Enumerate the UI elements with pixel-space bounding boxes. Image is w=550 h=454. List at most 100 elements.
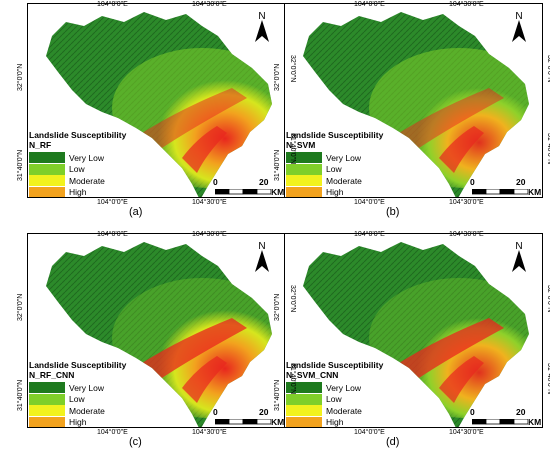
lat-label-left: 31°40'0"N: [274, 149, 281, 181]
scale-zero: 0: [470, 407, 475, 417]
panel-caption: (c): [129, 436, 142, 448]
panel-caption: (a): [129, 206, 143, 218]
legend-title: Landslide Susceptibility N_SVM_CNN: [286, 360, 383, 380]
lat-label-left: 32°0'0"N: [17, 293, 24, 321]
lon-label-bottom: 104°0'0"E: [97, 199, 128, 206]
north-label: N: [515, 241, 522, 252]
legend-item: Very Low: [286, 382, 361, 393]
lat-label-left: 31°40'0"N: [17, 149, 24, 181]
lon-label-top: 104°0'0"E: [354, 1, 385, 8]
lat-label-right: 31°40'0"N: [289, 133, 296, 165]
lon-label-top: 104°30'0"E: [192, 1, 227, 8]
map-panel-d: N Landslide Susceptibility N_SVM_CNN Very L…: [284, 233, 543, 428]
legend-item: Very Low: [286, 152, 361, 163]
lat-label-right: 31°40'0"N: [546, 133, 550, 165]
lon-label-bottom: 104°30'0"E: [192, 199, 227, 206]
legend-label: Very Low: [326, 152, 361, 163]
north-arrow-icon: N: [512, 11, 526, 42]
legend-swatch: [286, 393, 322, 405]
legend-swatch: [29, 382, 65, 393]
lat-label-left: 31°40'0"N: [17, 379, 24, 411]
legend-heading: Landslide Susceptibility: [29, 360, 127, 370]
legend-label: High: [69, 187, 87, 197]
map-panel-b: N Landslide Susceptibility N_SVM Very Low Lo…: [284, 3, 543, 198]
legend-swatch: [286, 405, 322, 416]
lat-label-right: 31°40'0"N: [546, 363, 550, 395]
lon-label-top: 104°30'0"E: [192, 231, 227, 238]
north-arrow-icon: N: [255, 241, 269, 272]
map-panel-a: N Landslide Susceptibility N_RF Very Low Low…: [27, 3, 286, 198]
susceptibility-map: [46, 12, 272, 197]
scale-twenty: 20: [259, 407, 269, 417]
model-name: N_RF_CNN: [29, 370, 75, 380]
scale-twenty: 20: [516, 177, 526, 187]
legend-swatch: [29, 175, 65, 186]
legend-label: Low: [69, 394, 85, 404]
model-name: N_SVM: [286, 140, 316, 150]
legend-item: Moderate: [29, 405, 105, 416]
legend-swatch: [29, 152, 65, 163]
scale-unit: KM: [271, 187, 285, 197]
model-name: N_SVM_CNN: [286, 370, 339, 380]
legend-swatch: [29, 393, 65, 405]
lat-label-right: 31°40'0"N: [289, 363, 296, 395]
scale-zero: 0: [470, 177, 475, 187]
lat-label-right: 32°0'0"N: [289, 55, 296, 83]
legend-swatch: [286, 382, 322, 393]
legend-item: High: [286, 186, 344, 197]
legend-item: Moderate: [286, 405, 362, 416]
susceptibility-map: [46, 242, 272, 427]
legend-item: Low: [29, 163, 85, 175]
model-name: N_RF: [29, 140, 52, 150]
legend-label: Low: [326, 164, 342, 174]
north-label: N: [258, 11, 265, 22]
legend-label: Low: [69, 164, 85, 174]
scale-bar: [472, 189, 528, 195]
panel-caption: (b): [386, 206, 400, 218]
legend-label: Moderate: [69, 175, 105, 186]
legend-label: High: [326, 417, 344, 427]
legend-title: Landslide Susceptibility N_RF: [29, 130, 126, 150]
scale-twenty: 20: [259, 177, 269, 187]
legend-item: Moderate: [286, 175, 362, 186]
legend-item: High: [286, 416, 344, 427]
lon-label-top: 104°0'0"E: [97, 231, 128, 238]
legend-label: Moderate: [326, 175, 362, 186]
scale-bar: [215, 189, 271, 195]
lon-label-top: 104°30'0"E: [449, 1, 484, 8]
legend-swatch: [286, 416, 322, 427]
panel-caption: (d): [386, 436, 400, 448]
lon-label-bottom: 104°30'0"E: [449, 199, 484, 206]
scale-unit: KM: [528, 417, 542, 427]
legend-label: High: [69, 417, 87, 427]
legend-swatch: [29, 186, 65, 197]
scale-twenty: 20: [516, 407, 526, 417]
legend-swatch: [286, 175, 322, 186]
legend-swatch: [286, 163, 322, 175]
lon-label-bottom: 104°0'0"E: [97, 429, 128, 436]
north-arrow-icon: N: [512, 241, 526, 272]
legend-heading: Landslide Susceptibility: [286, 130, 384, 140]
legend-heading: Landslide Susceptibility: [286, 360, 384, 370]
legend-label: Very Low: [69, 152, 104, 163]
scale-unit: KM: [271, 417, 285, 427]
map-panel-c: N Landslide Susceptibility N_RF_CNN Very Lo…: [27, 233, 286, 428]
scale-bar: [472, 419, 528, 425]
legend-label: High: [326, 187, 344, 197]
legend-label: Very Low: [326, 382, 361, 393]
legend-label: Moderate: [326, 405, 362, 416]
lat-label-right: 32°0'0"N: [289, 285, 296, 313]
lon-label-bottom: 104°30'0"E: [192, 429, 227, 436]
legend-label: Low: [326, 394, 342, 404]
susceptibility-map: [303, 242, 529, 427]
legend-item: Low: [286, 393, 342, 405]
susceptibility-map: [303, 12, 529, 197]
lat-label-left: 32°0'0"N: [274, 293, 281, 321]
legend-item: Low: [29, 393, 85, 405]
north-arrow-icon: N: [255, 11, 269, 42]
lat-label-right: 32°0'0"N: [546, 285, 550, 313]
lon-label-top: 104°30'0"E: [449, 231, 484, 238]
scale-zero: 0: [213, 407, 218, 417]
lon-label-top: 104°0'0"E: [97, 1, 128, 8]
legend-swatch: [29, 416, 65, 427]
